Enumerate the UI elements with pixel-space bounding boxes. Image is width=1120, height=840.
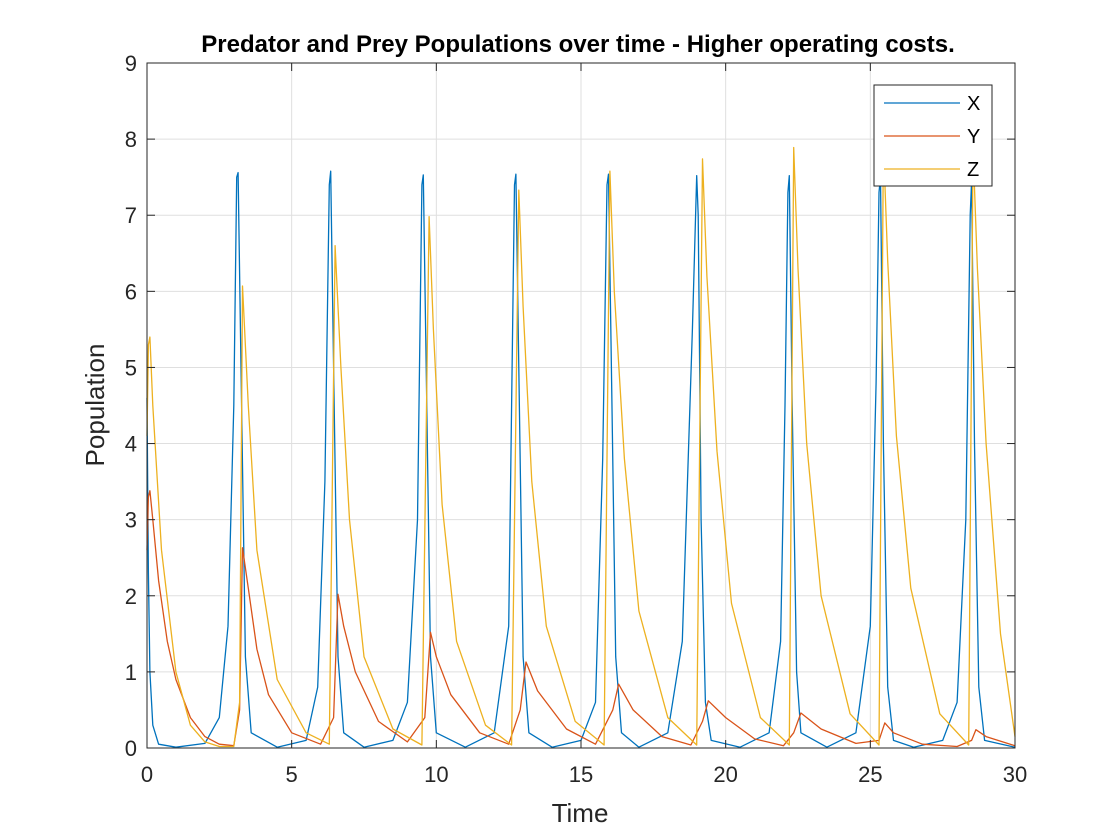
x-axis-title: Time: [552, 798, 609, 828]
x-tick-label: 30: [1003, 762, 1027, 787]
x-tick-label: 15: [569, 762, 593, 787]
legend: XYZ: [873, 84, 993, 187]
x-tick-label: 10: [424, 762, 448, 787]
legend-label-z: Z: [967, 159, 979, 181]
series-layer: [146, 142, 1016, 748]
x-tick-label: 25: [858, 762, 882, 787]
x-tick-label: 20: [713, 762, 737, 787]
series-line-z: [146, 142, 1016, 748]
y-tick-label: 9: [125, 51, 137, 76]
series-line-y: [146, 490, 1016, 748]
y-tick-label: 7: [125, 203, 137, 228]
y-tick-label: 2: [125, 584, 137, 609]
y-tick-label: 4: [125, 432, 137, 457]
chart-title: Predator and Prey Populations over time …: [201, 31, 955, 58]
series-line-x: [146, 170, 1016, 748]
y-tick-label: 8: [125, 127, 137, 152]
legend-label-x: X: [967, 93, 980, 115]
y-tick-label: 5: [125, 355, 137, 380]
y-tick-label: 6: [125, 279, 137, 304]
y-tick-label: 3: [125, 508, 137, 533]
legend-label-y: Y: [967, 126, 980, 148]
x-tick-labels: 0 5 10 15 20 25 30: [141, 762, 1027, 787]
legend-items: XYZ: [884, 93, 980, 181]
y-tick-label: 1: [125, 660, 137, 685]
x-tick-label: 0: [141, 762, 153, 787]
x-tick-label: 5: [286, 762, 298, 787]
tick-marks: [146, 62, 1016, 749]
y-tick-label: 0: [125, 736, 137, 761]
y-axis-title: Population: [80, 344, 110, 467]
y-tick-labels: 0 1 2 3 4 5 6 7 8 9: [125, 51, 137, 761]
